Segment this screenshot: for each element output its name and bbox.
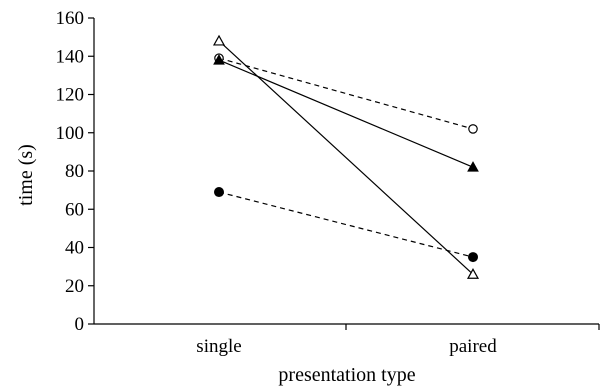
series-2-line: [218, 40, 474, 275]
y-tick-label-0: 0: [75, 314, 85, 335]
y-tick-label-20: 20: [65, 276, 84, 297]
x-tick-label-single: single: [196, 336, 241, 357]
marker-layer: [212, 34, 480, 279]
axes: 0 20 40 60 80 100 120 140 160 single paired: [56, 8, 600, 357]
series-0-point-paired: [468, 124, 478, 134]
y-tick-label-140: 140: [56, 46, 85, 67]
series-0-line: [218, 57, 474, 130]
y-tick-label-80: 80: [65, 161, 84, 182]
y-tick-label-40: 40: [65, 238, 84, 259]
y-axis-title: time (s): [15, 144, 37, 206]
y-tick-label-120: 120: [56, 85, 85, 106]
series-2-point-paired: [466, 268, 480, 279]
series-layer: [218, 40, 474, 275]
y-tick-label-100: 100: [56, 123, 85, 144]
series-2-point-single: [212, 34, 226, 46]
y-tick-label-60: 60: [65, 199, 84, 220]
series-3-point-paired: [467, 161, 479, 172]
series-3-point-single: [213, 54, 225, 65]
series-1-point-paired: [468, 252, 478, 263]
series-1-line: [218, 191, 474, 258]
series-1-point-single: [214, 187, 224, 198]
x-axis-title: presentation type: [278, 364, 415, 386]
y-tick-label-160: 160: [56, 8, 85, 29]
series-3-line: [218, 59, 474, 168]
x-tick-label-paired: paired: [449, 336, 497, 357]
